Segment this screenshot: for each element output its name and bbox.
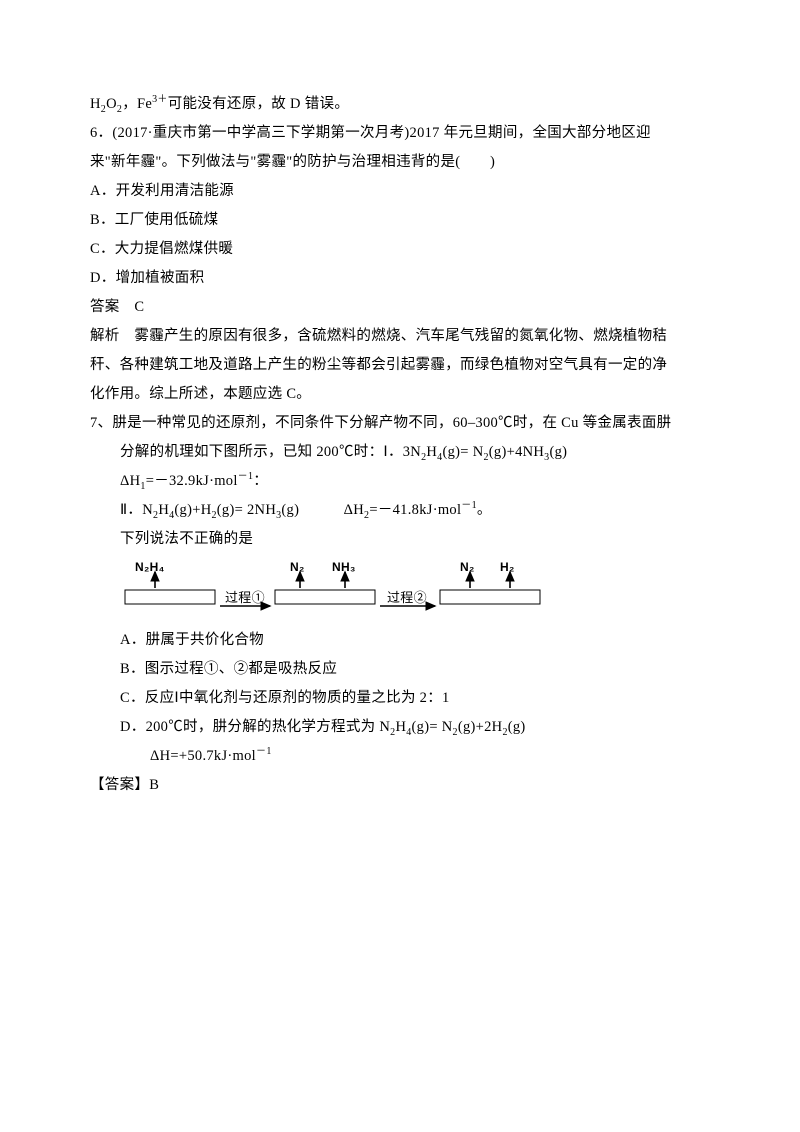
txt: D．200℃时，肼分解的热化学方程式为 N [120, 719, 390, 735]
q6-option-d: D．增加植被面积 [90, 264, 710, 293]
q6-explain-1: 解析 雾霾产生的原因有很多，含硫燃料的燃烧、汽车尾气残留的氮氧化物、燃烧植物秸 [90, 322, 710, 351]
diagram-label-h2: H₂ [500, 560, 515, 574]
txt: ，Fe [122, 96, 152, 112]
q6-stem-2: 来"新年霾"。下列做法与"雾霾"的防护与治理相违背的是( ) [90, 148, 710, 177]
txt: (g) [508, 719, 526, 735]
txt: ΔH [120, 473, 140, 489]
reaction-diagram: N₂H₄ 过程① N₂ NH₃ 过程② N₂ H₂ [90, 554, 710, 626]
diagram-label-n2: N₂ [290, 560, 305, 574]
txt: (g) ΔH [281, 502, 364, 518]
txt: 。 [477, 502, 492, 518]
page-body: H2O2，Fe3＋可能没有还原，故 D 错误。 6．(2017·重庆市第一中学高… [0, 0, 800, 860]
q7-option-d: D．200℃时，肼分解的热化学方程式为 N2H4(g)= N2(g)+2H2(g… [90, 713, 710, 742]
q6-option-c: C．大力提倡燃煤供暖 [90, 235, 710, 264]
txt: ΔH=+50.7kJ·mol [150, 748, 256, 764]
q6-answer: 答案 C [90, 293, 710, 322]
diagram-label-nh3: NH₃ [332, 560, 356, 574]
q6-stem-1: 6．(2017·重庆市第一中学高三下学期第一次月考)2017 年元旦期间，全国大… [90, 119, 710, 148]
txt: (g)+H [174, 502, 211, 518]
q7-eq2: Ⅱ．N2H4(g)+H2(g)= 2NH3(g) ΔH2=－41.8kJ·mol… [90, 496, 710, 525]
q6-option-a: A．开发利用清洁能源 [90, 177, 710, 206]
sup: 3＋ [152, 94, 168, 105]
txt: (g)= 2NH [217, 502, 276, 518]
q7-stem-2: 分解的机理如下图所示，已知 200℃时：Ⅰ．3N2H4(g)= N2(g)+4N… [90, 438, 710, 467]
q7-option-c: C．反应Ⅰ中氧化剂与还原剂的物质的量之比为 2：1 [90, 684, 710, 713]
txt: (g)= N [442, 444, 483, 460]
txt: H [158, 502, 169, 518]
txt: (g) [549, 444, 567, 460]
diagram-process-2: 过程② [387, 590, 427, 605]
q7-option-a: A．肼属于共价化合物 [90, 626, 710, 655]
q6-option-b: B．工厂使用低硫煤 [90, 206, 710, 235]
q7-prompt: 下列说法不正确的是 [90, 525, 710, 554]
txt: H [90, 96, 101, 112]
txt: O [106, 96, 117, 112]
residual-line: H2O2，Fe3＋可能没有还原，故 D 错误。 [90, 90, 710, 119]
q7-answer: 【答案】B [90, 771, 710, 800]
txt: 可能没有还原，故 D 错误。 [168, 96, 349, 112]
diagram-process-1: 过程① [225, 590, 265, 605]
txt: 分解的机理如下图所示，已知 200℃时：Ⅰ．3N [120, 444, 421, 460]
txt: =－41.8kJ·mol [369, 502, 461, 518]
txt: (g)+4NH [489, 444, 544, 460]
q7-stem-1: 7、肼是一种常见的还原剂，不同条件下分解产物不同，60–300℃时，在 Cu 等… [90, 409, 710, 438]
txt: Ⅱ．N [120, 502, 153, 518]
txt: (g)= N [412, 719, 453, 735]
q6-explain-3: 化作用。综上所述，本题应选 C。 [90, 380, 710, 409]
diagram-label-n2h4: N₂H₄ [135, 560, 165, 574]
q7-dh1: ΔH1=－32.9kJ·mol－1： [90, 467, 710, 496]
diagram-label-n2b: N₂ [460, 560, 475, 574]
txt: (g)+2H [458, 719, 503, 735]
q7-option-d-2: ΔH=+50.7kJ·mol－1 [90, 742, 710, 771]
txt: =－32.9kJ·mol [146, 473, 238, 489]
diagram-svg: N₂H₄ 过程① N₂ NH₃ 过程② N₂ H₂ [120, 560, 550, 620]
txt: H [426, 444, 437, 460]
q7-option-b: B．图示过程①、②都是吸热反应 [90, 655, 710, 684]
txt: ： [253, 473, 268, 489]
txt: H [395, 719, 406, 735]
q6-explain-2: 秆、各种建筑工地及道路上产生的粉尘等都会引起雾霾，而绿色植物对空气具有一定的净 [90, 351, 710, 380]
